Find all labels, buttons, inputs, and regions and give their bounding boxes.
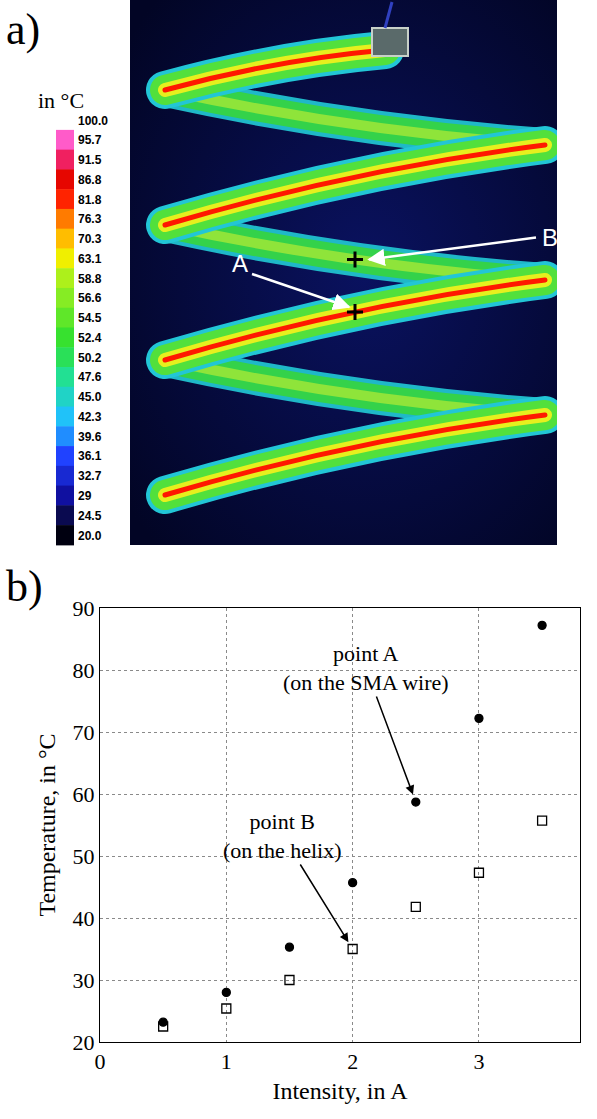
svg-text:40: 40 bbox=[73, 906, 95, 931]
svg-text:36.1: 36.1 bbox=[78, 449, 102, 463]
svg-text:50: 50 bbox=[73, 844, 95, 869]
svg-text:56.6: 56.6 bbox=[78, 291, 102, 305]
svg-text:in °C: in °C bbox=[38, 88, 84, 113]
svg-text:20.0: 20.0 bbox=[78, 529, 102, 543]
svg-text:58.8: 58.8 bbox=[78, 272, 102, 286]
svg-text:81.8: 81.8 bbox=[78, 193, 102, 207]
svg-text:Temperature, in °C: Temperature, in °C bbox=[34, 733, 60, 916]
svg-text:point B(on the helix): point B(on the helix) bbox=[223, 809, 342, 863]
svg-text:45.0: 45.0 bbox=[78, 390, 102, 404]
svg-text:30: 30 bbox=[73, 968, 95, 993]
svg-text:54.5: 54.5 bbox=[78, 311, 102, 325]
svg-text:24.5: 24.5 bbox=[78, 509, 102, 523]
svg-text:52.4: 52.4 bbox=[78, 331, 102, 345]
svg-text:100.0: 100.0 bbox=[78, 114, 108, 128]
svg-text:42.3: 42.3 bbox=[78, 410, 102, 424]
svg-text:50.2: 50.2 bbox=[78, 351, 102, 365]
svg-text:91.5: 91.5 bbox=[78, 153, 102, 167]
svg-text:70.3: 70.3 bbox=[78, 232, 102, 246]
svg-text:0: 0 bbox=[95, 1049, 106, 1074]
svg-text:39.6: 39.6 bbox=[78, 430, 102, 444]
svg-text:A: A bbox=[232, 250, 248, 277]
svg-text:47.6: 47.6 bbox=[78, 370, 102, 384]
svg-text:86.8: 86.8 bbox=[78, 173, 102, 187]
svg-text:70: 70 bbox=[73, 720, 95, 745]
svg-text:32.7: 32.7 bbox=[78, 469, 102, 483]
svg-text:90: 90 bbox=[73, 596, 95, 621]
svg-text:60: 60 bbox=[73, 782, 95, 807]
svg-text:Intensity, in A: Intensity, in A bbox=[272, 1078, 408, 1104]
svg-text:a): a) bbox=[6, 5, 40, 54]
svg-text:20: 20 bbox=[73, 1030, 95, 1055]
svg-text:76.3: 76.3 bbox=[78, 212, 102, 226]
svg-text:3: 3 bbox=[473, 1049, 484, 1074]
svg-text:29: 29 bbox=[78, 489, 92, 503]
svg-text:1: 1 bbox=[221, 1049, 232, 1074]
svg-text:b): b) bbox=[6, 562, 43, 611]
svg-text:B: B bbox=[542, 224, 558, 251]
svg-text:80: 80 bbox=[73, 658, 95, 683]
svg-text:95.7: 95.7 bbox=[78, 133, 102, 147]
svg-text:2: 2 bbox=[347, 1049, 358, 1074]
svg-text:63.1: 63.1 bbox=[78, 252, 102, 266]
svg-text:point A(on the SMA wire): point A(on the SMA wire) bbox=[283, 641, 449, 695]
